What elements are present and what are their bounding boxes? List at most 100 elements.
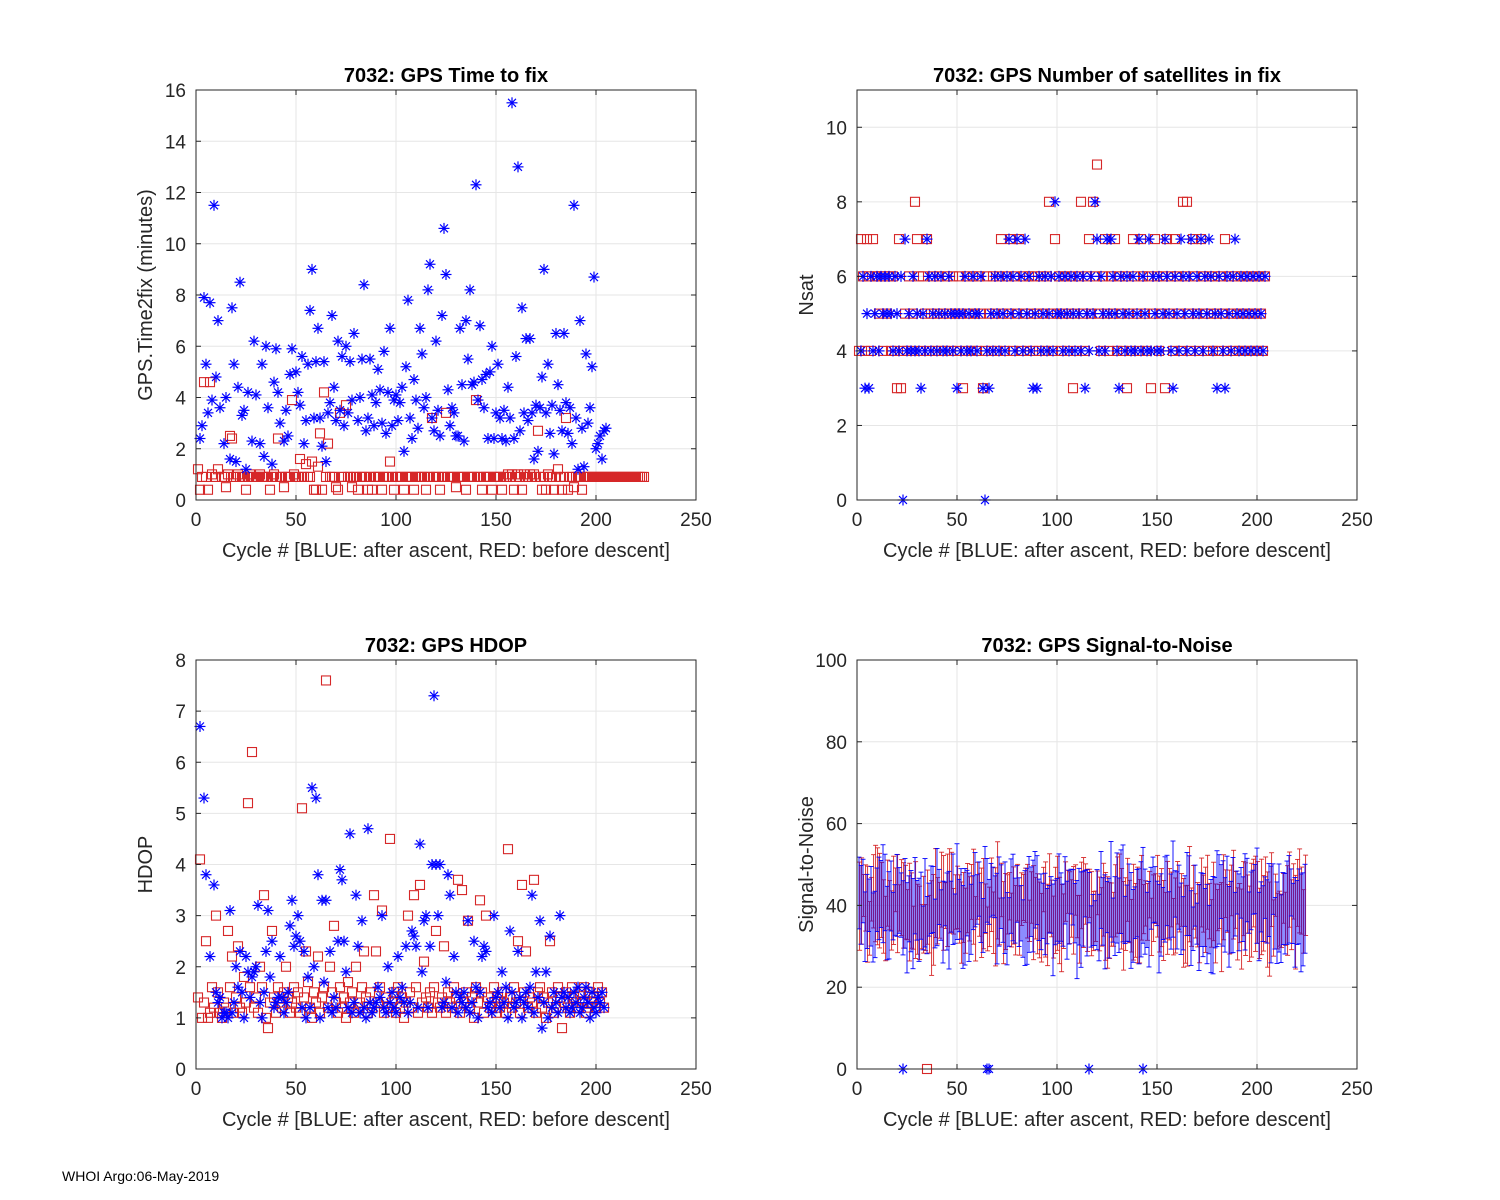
- errorbar-after-ascent: [966, 872, 972, 962]
- data-point-before-descent: [310, 997, 322, 1008]
- data-point-before-descent: [226, 433, 238, 444]
- data-point-after-ascent: [196, 420, 208, 432]
- data-point-after-ascent: [340, 340, 352, 352]
- data-point-after-ascent: [1091, 233, 1103, 245]
- data-point-before-descent: [1091, 159, 1103, 170]
- data-point-before-descent: [316, 992, 328, 1003]
- data-point-before-descent: [532, 425, 544, 436]
- data-point-after-ascent: [362, 412, 374, 424]
- data-point-after-ascent: [566, 438, 578, 450]
- x-tick-label: 0: [191, 1079, 202, 1100]
- data-point-after-ascent: [194, 433, 206, 444]
- x-tick-label: 100: [1041, 1079, 1073, 1100]
- errorbar-after-ascent: [1242, 853, 1248, 951]
- errorbar-after-ascent: [1200, 873, 1206, 958]
- data-point-after-ascent: [396, 381, 408, 393]
- errorbar-before-descent: [907, 862, 913, 962]
- data-point-after-ascent: [1049, 196, 1061, 208]
- data-point-after-ascent: [256, 358, 268, 370]
- errorbar-after-ascent: [988, 862, 994, 918]
- data-point-before-descent: [448, 982, 460, 993]
- data-point-after-ascent: [266, 458, 278, 470]
- data-point-before-descent: [452, 874, 464, 885]
- y-tick-label: 2: [175, 440, 186, 461]
- data-point-after-ascent: [1215, 308, 1227, 320]
- data-point-after-ascent: [428, 425, 440, 437]
- data-point-after-ascent: [238, 1012, 250, 1024]
- data-point-after-ascent: [476, 951, 488, 963]
- errorbar-after-ascent: [962, 868, 968, 966]
- data-point-after-ascent: [504, 412, 516, 424]
- data-point-after-ascent: [1257, 345, 1269, 357]
- errorbar-after-ascent: [1004, 892, 1010, 966]
- errorbar-after-ascent: [1170, 840, 1176, 938]
- data-point-after-ascent: [424, 940, 436, 952]
- data-point-after-ascent: [348, 997, 360, 1009]
- data-point-after-ascent: [382, 386, 394, 398]
- data-point-after-ascent: [973, 308, 985, 320]
- data-point-after-ascent: [492, 358, 504, 370]
- y-tick-label: 2: [175, 958, 186, 979]
- data-point-after-ascent: [300, 1012, 312, 1024]
- data-point-after-ascent: [466, 997, 478, 1009]
- data-point-after-ascent: [254, 997, 266, 1009]
- data-point-after-ascent: [1139, 308, 1151, 320]
- data-point-after-ascent: [458, 435, 470, 447]
- y-tick-label: 6: [836, 267, 847, 288]
- data-point-after-ascent: [588, 271, 600, 283]
- data-point-before-descent: [861, 234, 873, 245]
- data-point-before-descent: [436, 992, 448, 1003]
- x-tick-label: 100: [380, 510, 412, 531]
- data-point-after-ascent: [416, 966, 428, 978]
- data-point-before-descent: [552, 464, 564, 475]
- x-tick-label: 100: [1041, 510, 1073, 531]
- data-point-after-ascent: [372, 981, 384, 993]
- y-tick-label: 4: [175, 856, 186, 877]
- data-point-after-ascent: [390, 1007, 402, 1019]
- y-tick-label: 2: [836, 416, 847, 437]
- data-point-before-descent: [340, 1012, 352, 1023]
- data-point-before-descent: [244, 982, 256, 993]
- data-point-after-ascent: [262, 402, 274, 414]
- data-point-after-ascent: [891, 308, 903, 320]
- data-point-after-ascent: [1137, 270, 1149, 282]
- data-point-after-ascent: [404, 412, 416, 424]
- data-point-before-descent: [222, 469, 234, 480]
- data-point-before-descent: [430, 925, 442, 937]
- y-tick-label: 8: [836, 193, 847, 214]
- data-point-after-ascent: [368, 1002, 380, 1014]
- data-point-after-ascent: [1047, 345, 1059, 357]
- data-point-after-ascent: [456, 997, 468, 1009]
- errorbar-after-ascent: [894, 853, 900, 937]
- data-point-after-ascent: [574, 315, 586, 327]
- data-point-before-descent: [568, 482, 580, 493]
- data-point-after-ascent: [514, 425, 526, 437]
- x-tick-label: 50: [285, 1079, 306, 1100]
- data-point-after-ascent: [1011, 233, 1023, 245]
- data-point-after-ascent: [204, 951, 216, 963]
- data-point-before-descent: [548, 484, 560, 495]
- data-point-before-descent: [562, 484, 574, 495]
- data-point-after-ascent: [244, 991, 256, 1003]
- data-point-before-descent: [450, 482, 462, 493]
- data-point-before-descent: [294, 1007, 306, 1018]
- data-point-after-ascent: [288, 940, 300, 952]
- y-tick-label: 100: [815, 651, 847, 672]
- data-point-after-ascent: [468, 376, 480, 388]
- data-point-after-ascent: [432, 404, 444, 416]
- data-point-after-ascent: [552, 379, 564, 391]
- y-tick-label: 4: [836, 342, 847, 363]
- errorbar-after-ascent: [934, 847, 940, 947]
- chart-title: 7032: GPS Time to fix: [344, 65, 548, 87]
- data-point-after-ascent: [254, 438, 266, 450]
- data-point-after-ascent: [456, 379, 468, 391]
- x-axis-label: Cycle # [BLUE: after ascent, RED: before…: [222, 1109, 670, 1131]
- data-point-after-ascent: [340, 966, 352, 978]
- data-point-after-ascent: [1019, 233, 1031, 245]
- data-point-after-ascent: [372, 363, 384, 375]
- data-point-before-descent: [192, 992, 204, 1003]
- data-point-after-ascent: [524, 981, 536, 993]
- y-tick-label: 8: [175, 286, 186, 307]
- data-point-after-ascent: [548, 986, 560, 998]
- data-point-after-ascent: [534, 915, 546, 927]
